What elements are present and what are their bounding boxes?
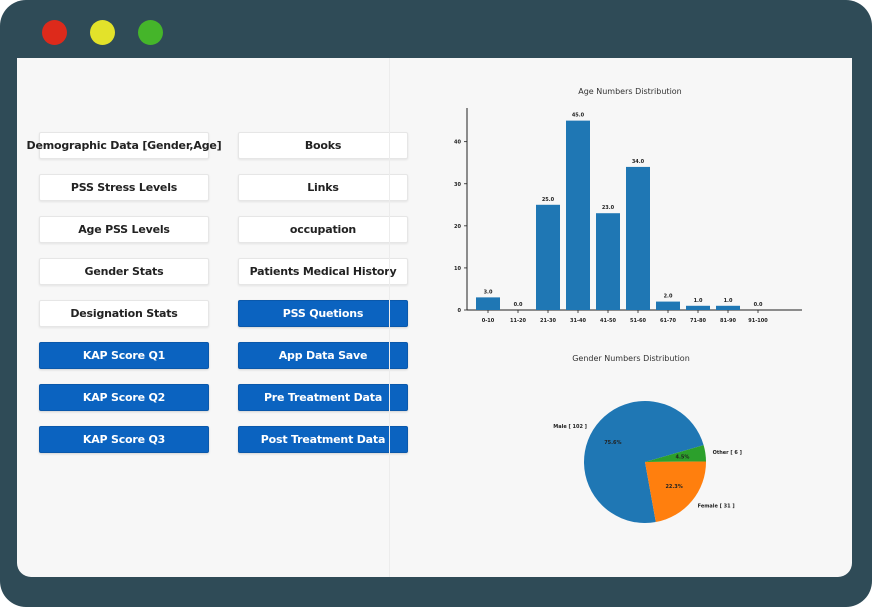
- bar-data-label: 34.0: [632, 159, 645, 165]
- pie-slices: 75.6% Male [ 102 ] 4.5% Other [ 6 ] 22.3% Fem…: [553, 401, 742, 523]
- bar-chart-title: Age Numbers Distribution: [578, 87, 682, 96]
- bar-61-70: [656, 301, 680, 310]
- post-treatment-data-button[interactable]: Post Treatment Data: [238, 426, 408, 453]
- books-button[interactable]: Books: [238, 132, 408, 159]
- close-window-button[interactable]: [42, 20, 67, 45]
- kap-score-q3-button[interactable]: KAP Score Q3: [39, 426, 209, 453]
- app-screen: Demographic Data [Gender,Age] PSS Stress…: [17, 58, 852, 577]
- x-tick-label: 0-10: [482, 318, 495, 324]
- pie-slice-male: [584, 401, 704, 523]
- bar-81-90: [716, 305, 740, 310]
- pie-slice-other: [645, 445, 706, 462]
- maximize-window-button[interactable]: [138, 20, 163, 45]
- kap-score-q1-button[interactable]: KAP Score Q1: [39, 342, 209, 369]
- bar-data-label: 0.0: [754, 302, 763, 308]
- bar-data-label: 1.0: [724, 298, 733, 304]
- patients-medical-history-button[interactable]: Patients Medical History: [238, 258, 408, 285]
- bar-0-10: [476, 297, 500, 310]
- x-tick-label: 61-70: [660, 318, 677, 324]
- x-tick-label: 21-30: [540, 318, 557, 324]
- pie-pct-label: 75.6%: [604, 440, 621, 446]
- pie-slice-female: [645, 461, 706, 523]
- app-data-save-button[interactable]: App Data Save: [238, 342, 408, 369]
- bar-31-40: [566, 120, 590, 310]
- pre-treatment-data-button[interactable]: Pre Treatment Data: [238, 384, 408, 411]
- x-tick-label: 91-100: [748, 318, 768, 324]
- pie-pct-label: 4.5%: [675, 455, 689, 461]
- panel-divider: [389, 58, 390, 577]
- x-tick-label: 71-80: [690, 318, 707, 324]
- bar-51-60: [626, 166, 650, 310]
- x-tick-label: 31-40: [570, 318, 587, 324]
- pie-slice-label: Other [ 6 ]: [713, 450, 742, 456]
- links-button[interactable]: Links: [238, 174, 408, 201]
- gender-distribution-chart: Gender Numbers Distribution 75.6% Male [ …: [553, 354, 742, 523]
- bar-data-label: 0.0: [514, 302, 523, 308]
- bar-series: 3.0 0-10 0.0 11-20 25.0 21-30 45.0 31-40 23.0 41-…: [476, 113, 768, 324]
- gender-stats-button[interactable]: Gender Stats: [39, 258, 209, 285]
- y-tick-label: 40: [454, 140, 461, 146]
- pss-stress-levels-button[interactable]: PSS Stress Levels: [39, 174, 209, 201]
- bar-71-80: [686, 305, 710, 310]
- bar-data-label: 3.0: [484, 289, 493, 295]
- pie-slice-label: Male [ 102 ]: [553, 424, 587, 430]
- kap-score-q2-button[interactable]: KAP Score Q2: [39, 384, 209, 411]
- y-ticks: 0 10 20 30 40: [454, 140, 467, 314]
- y-tick-label: 30: [454, 182, 461, 188]
- x-tick-label: 41-50: [600, 318, 617, 324]
- bar-data-label: 25.0: [542, 197, 555, 203]
- y-tick-label: 0: [458, 308, 462, 314]
- pie-pct-label: 22.3%: [665, 484, 682, 490]
- bar-data-label: 23.0: [602, 205, 615, 211]
- pss-questions-button[interactable]: PSS Quetions: [238, 300, 408, 327]
- bar-21-30: [536, 204, 560, 310]
- bar-data-label: 2.0: [664, 294, 673, 300]
- age-pss-levels-button[interactable]: Age PSS Levels: [39, 216, 209, 243]
- pie-chart-title: Gender Numbers Distribution: [572, 354, 690, 363]
- y-tick-label: 20: [454, 224, 461, 230]
- x-tick-label: 51-60: [630, 318, 647, 324]
- x-tick-label: 81-90: [720, 318, 737, 324]
- pie-slice-label: Female [ 31 ]: [698, 504, 735, 510]
- occupation-button[interactable]: occupation: [238, 216, 408, 243]
- x-tick-label: 11-20: [510, 318, 527, 324]
- age-distribution-chart: Age Numbers Distribution 3.0 0-10 0.0 11-20…: [454, 87, 802, 324]
- y-tick-label: 10: [454, 266, 461, 272]
- bar-data-label: 1.0: [694, 298, 703, 304]
- minimize-window-button[interactable]: [90, 20, 115, 45]
- demographic-data-button[interactable]: Demographic Data [Gender,Age]: [27, 132, 222, 159]
- bar-41-50: [596, 213, 620, 310]
- bar-data-label: 45.0: [572, 113, 585, 119]
- designation-stats-button[interactable]: Designation Stats: [39, 300, 209, 327]
